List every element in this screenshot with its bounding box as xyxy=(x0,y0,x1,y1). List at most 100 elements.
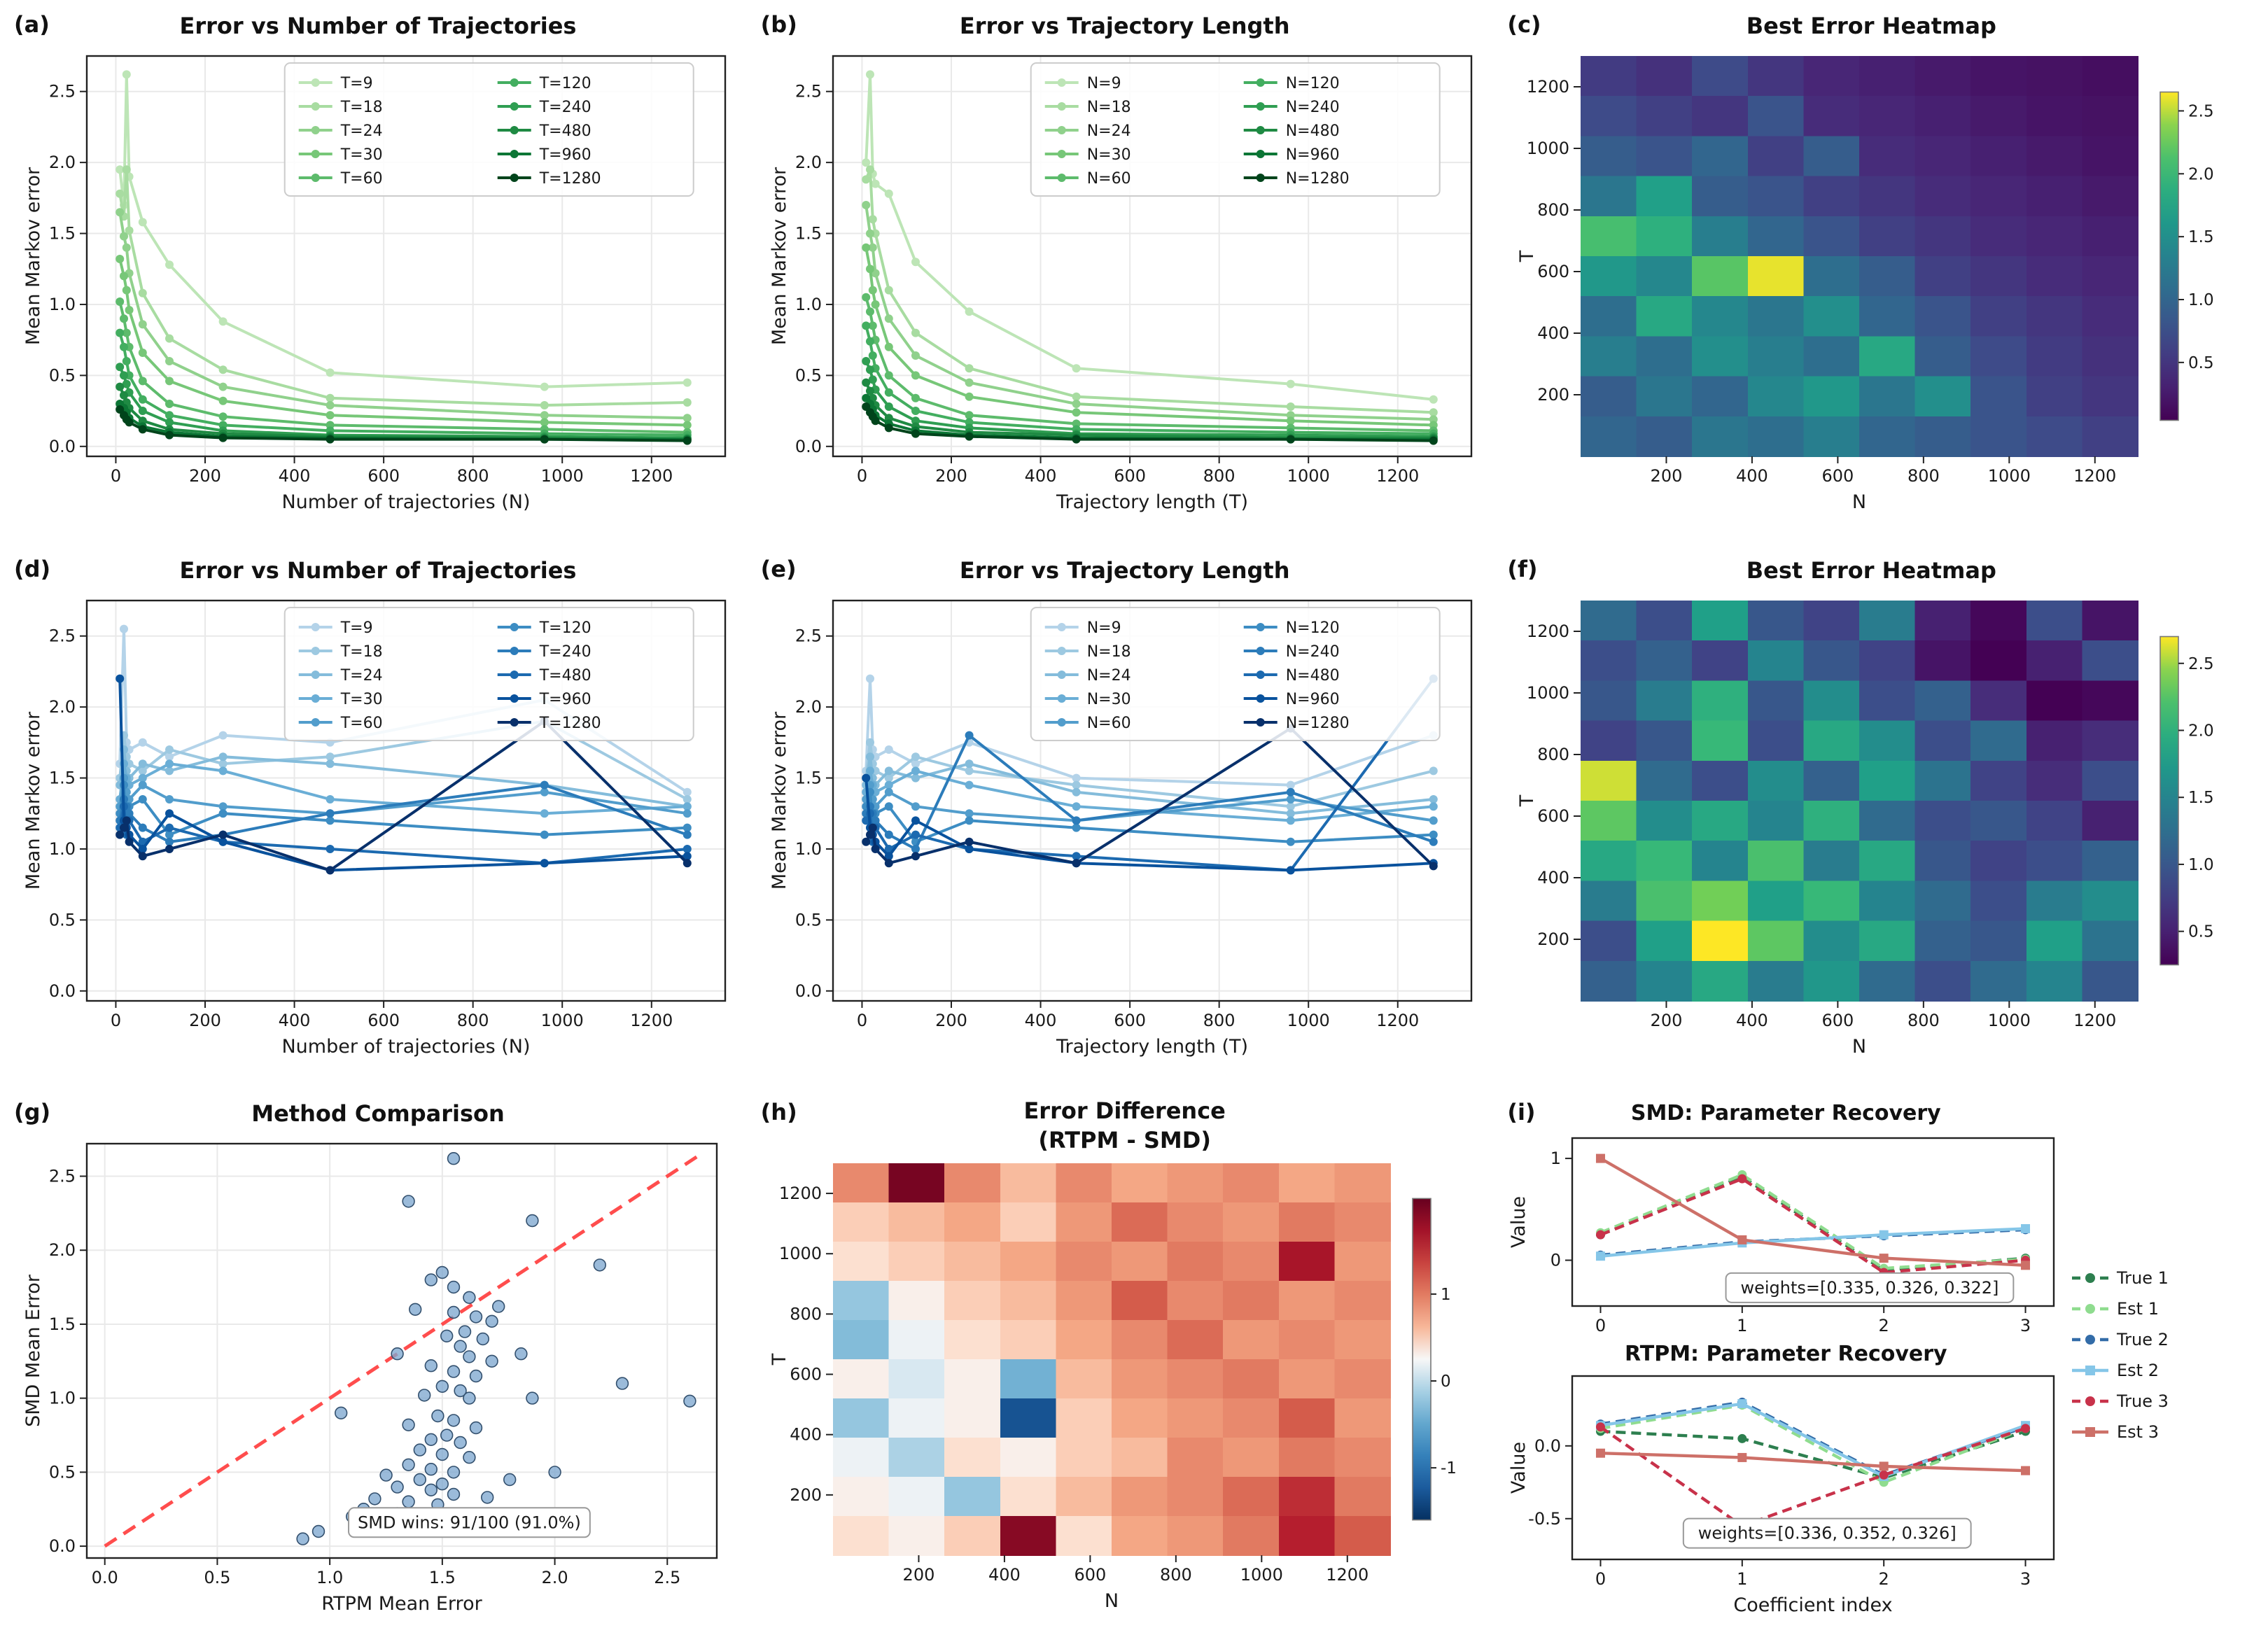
legend-entry-est-2: Est 2 xyxy=(2071,1361,2159,1381)
panel-a-header: (a) Error vs Number of Trajectories xyxy=(14,8,742,45)
svg-text:1200: 1200 xyxy=(2073,466,2116,486)
svg-text:Mean Markov error: Mean Markov error xyxy=(769,167,791,345)
svg-text:1.5: 1.5 xyxy=(49,768,76,787)
svg-text:800: 800 xyxy=(1203,466,1236,486)
svg-text:1000: 1000 xyxy=(780,1244,822,1264)
svg-text:0.5: 0.5 xyxy=(795,910,822,929)
svg-text:0.0: 0.0 xyxy=(795,981,822,1000)
svg-text:600: 600 xyxy=(1537,806,1569,825)
axes: 200 400 600 800 1000 1200 200 400 600 800 1000 1200… xyxy=(769,1184,1369,1613)
panel-b-chart: 0 200 400 600 800 1000 1200 0.0 0.5 1.0 1.5 2.0 2.5 T… xyxy=(769,55,1473,513)
panel-e-chart: 0 200 400 600 800 1000 1200 0.0 0.5 1.0 1.5 2.0 2.5 T… xyxy=(769,599,1473,1057)
svg-text:1.5: 1.5 xyxy=(49,224,76,244)
svg-text:400: 400 xyxy=(279,1010,311,1030)
svg-text:1.5: 1.5 xyxy=(49,1315,76,1335)
svg-text:200: 200 xyxy=(189,1010,221,1030)
svg-text:-0.5: -0.5 xyxy=(1527,1509,1560,1529)
svg-text:T: T xyxy=(1516,794,1537,807)
svg-text:1.5: 1.5 xyxy=(795,224,822,244)
svg-text:0.0: 0.0 xyxy=(49,1537,76,1557)
svg-text:1.0: 1.0 xyxy=(795,295,822,314)
svg-text:200: 200 xyxy=(1650,1010,1682,1030)
svg-text:1200: 1200 xyxy=(1526,77,1569,97)
svg-text:N: N xyxy=(1105,1591,1119,1613)
svg-text:True 1: True 1 xyxy=(2116,1269,2169,1289)
svg-text:600: 600 xyxy=(1821,466,1854,486)
legend-entry-true-2: True 2 xyxy=(2071,1331,2169,1350)
svg-text:800: 800 xyxy=(457,466,489,486)
svg-text:400: 400 xyxy=(1025,466,1057,486)
svg-text:600: 600 xyxy=(368,1010,400,1030)
svg-text:0.5: 0.5 xyxy=(2188,922,2213,941)
svg-text:N: N xyxy=(1851,491,1865,513)
svg-text:1.0: 1.0 xyxy=(49,1389,76,1408)
svg-text:T=9: T=9 xyxy=(340,619,373,636)
svg-text:N=1280: N=1280 xyxy=(1286,170,1350,188)
panel-h-label: (h) xyxy=(760,1099,797,1126)
svg-text:0: 0 xyxy=(1550,1251,1560,1270)
svg-text:800: 800 xyxy=(1907,466,1939,486)
svg-text:2.0: 2.0 xyxy=(795,153,822,172)
series-est-1 xyxy=(1595,1170,2030,1274)
series-N=24 xyxy=(862,201,1438,424)
svg-text:0.0: 0.0 xyxy=(1534,1436,1560,1456)
identity-line xyxy=(104,1153,702,1548)
svg-text:2.5: 2.5 xyxy=(2188,102,2213,120)
axes: 0 200 400 600 800 1000 1200 0.0 0.5 1.0 1.5 2.0 2.5 T… xyxy=(769,599,1473,1057)
svg-text:Trajectory length (T): Trajectory length (T) xyxy=(1056,1035,1249,1057)
svg-text:600: 600 xyxy=(1537,262,1569,281)
axes: 0 1 2 3 0 1 Value xyxy=(1507,1137,2054,1336)
svg-text:T=1280: T=1280 xyxy=(539,170,601,188)
svg-text:N: N xyxy=(1851,1035,1865,1057)
svg-text:1000: 1000 xyxy=(541,1010,584,1030)
svg-text:3: 3 xyxy=(2019,1317,2030,1336)
panel-d-chart: 0 200 400 600 800 1000 1200 0.0 0.5 1.0 1.5 2.0 2.5 N… xyxy=(22,599,727,1057)
heatmap-cells xyxy=(833,1163,1392,1557)
svg-text:T=60: T=60 xyxy=(340,170,383,188)
legend-entry-true-1: True 1 xyxy=(2071,1269,2169,1289)
axes: 200 400 600 800 1000 1200 200 400 600 800 1000 1200… xyxy=(1516,621,2115,1057)
svg-text:T=960: T=960 xyxy=(539,146,592,164)
svg-text:T=480: T=480 xyxy=(539,122,592,140)
svg-text:800: 800 xyxy=(1161,1566,1193,1585)
svg-text:0.0: 0.0 xyxy=(49,981,76,1000)
panel-i: (i) SMD: Parameter Recovery 0 1 2 3 0 1 Value w… xyxy=(1507,1097,2254,1641)
svg-text:1000: 1000 xyxy=(1240,1566,1283,1585)
svg-text:1000: 1000 xyxy=(541,466,584,486)
svg-text:T=60: T=60 xyxy=(340,714,383,731)
svg-text:0.5: 0.5 xyxy=(49,910,76,929)
svg-text:1200: 1200 xyxy=(1326,1566,1369,1585)
svg-text:T=24: T=24 xyxy=(340,122,383,140)
panel-a-label: (a) xyxy=(14,11,50,38)
colorbar: 0.5 1.0 1.5 2.0 2.5 xyxy=(2159,91,2213,421)
svg-text:0.0: 0.0 xyxy=(795,437,822,456)
svg-text:weights=[0.336, 0.352, 0.326]: weights=[0.336, 0.352, 0.326] xyxy=(1698,1524,1956,1543)
svg-text:1200: 1200 xyxy=(1526,621,1569,640)
panel-e: (e) Error vs Trajectory Length 0 200 400 60… xyxy=(761,552,1508,1096)
svg-text:1: 1 xyxy=(1441,1286,1452,1305)
svg-text:200: 200 xyxy=(189,466,221,486)
panel-h-header: (h) Error Difference (RTPM - SMD) xyxy=(761,1097,1489,1158)
svg-text:N=960: N=960 xyxy=(1286,690,1340,708)
panel-b: (b) Error vs Trajectory Length 0 200 400 60… xyxy=(761,8,1508,552)
panel-h: (h) Error Difference (RTPM - SMD) 200 400… xyxy=(761,1097,1508,1641)
panel-i-smd-chart: 0 1 2 3 0 1 Value weights=[0.335, 0.326, 0.322] xyxy=(1507,1137,2054,1336)
svg-text:1.0: 1.0 xyxy=(2188,855,2213,873)
svg-text:T=1280: T=1280 xyxy=(539,714,601,731)
svg-text:Number of trajectories (N): Number of trajectories (N) xyxy=(281,1035,530,1057)
svg-text:Value: Value xyxy=(1507,1197,1529,1249)
svg-text:N=24: N=24 xyxy=(1087,122,1131,140)
svg-text:0.5: 0.5 xyxy=(49,365,76,385)
panel-d-header: (d) Error vs Number of Trajectories xyxy=(14,552,742,589)
axes: 200 400 600 800 1000 1200 200 400 600 800 1000 1200… xyxy=(1516,77,2115,513)
svg-text:400: 400 xyxy=(1537,867,1569,887)
svg-text:True 3: True 3 xyxy=(2116,1392,2169,1412)
legend-entry-est-3: Est 3 xyxy=(2071,1423,2159,1443)
svg-text:1000: 1000 xyxy=(1287,1010,1330,1030)
panel-a: (a) Error vs Number of Trajectories 0 200… xyxy=(14,8,761,552)
svg-text:1.5: 1.5 xyxy=(2188,789,2213,807)
svg-text:N=120: N=120 xyxy=(1286,619,1340,636)
svg-text:2.5: 2.5 xyxy=(49,82,76,101)
panel-c: (c) Best Error Heatmap 200 400 600 800 1000 1… xyxy=(1507,8,2254,552)
panel-d: (d) Error vs Number of Trajectories 0 200… xyxy=(14,552,761,1096)
